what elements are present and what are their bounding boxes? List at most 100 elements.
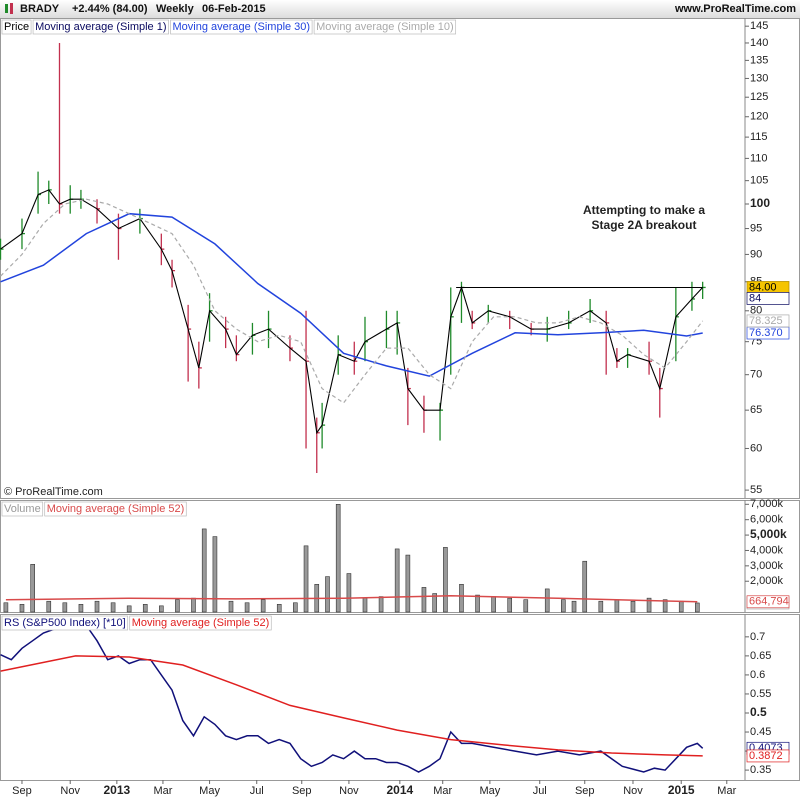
y-tick-label: 7,000k [750,498,784,510]
volume-bar [159,605,164,613]
volume-bar [544,588,550,613]
volume-bar [432,593,437,613]
x-tick-label: 2014 [386,783,413,797]
y-tick-label: 0.6 [750,669,765,681]
volume-bar [142,604,148,613]
volume-bar [346,573,352,613]
volume-bar [614,599,620,613]
last-value-box [746,292,790,305]
volume-bar [475,594,480,613]
volume-bar [30,564,35,613]
legend-entry: Moving average (Simple 52) [132,617,270,629]
y-tick-label: 55 [750,484,762,496]
last-value-label: 0.3872 [749,750,783,762]
last-value-box [746,314,790,328]
volume-bar [561,599,566,613]
y-tick-label: 80 [750,305,762,317]
panel-frame [0,500,800,613]
header-icon [5,4,8,13]
volume-bar [598,600,604,613]
volume-bar [212,536,218,613]
legend-entry: Moving average (Simple 52) [47,503,185,515]
volume-bar [244,602,250,613]
volume-bar [646,597,652,613]
x-tick-label: Mar [717,785,736,797]
volume-bar [405,554,411,613]
volume-bar [303,545,309,613]
series-line [0,655,703,757]
volume-bar [126,605,132,613]
x-tick-label: May [199,785,220,797]
y-tick-label: 0.55 [750,688,771,700]
x-tick-label: Mar [153,785,172,797]
x-tick-label: Jul [533,785,547,797]
y-tick-label: 105 [750,175,768,187]
date: 06-Feb-2015 [202,3,266,15]
legend-box [129,615,272,631]
legend-entry: Moving average (Simple 30) [173,21,311,33]
y-tick-label: 110 [750,152,768,164]
y-tick-label: 130 [750,72,768,84]
legend-box [313,19,457,35]
period: Weekly [156,3,195,15]
volume-bar [523,599,529,613]
y-tick-label: 5,000k [750,527,787,541]
y-tick-label: 3,000k [750,560,784,572]
y-tick-label: 0.35 [750,764,771,776]
volume-bar [362,597,368,613]
y-tick-label: 145 [750,20,768,32]
legend-box [1,501,44,517]
y-tick-label: 0.65 [750,650,771,662]
series-line [0,198,704,404]
volume-bar [201,528,207,613]
y-tick-label: 140 [750,37,768,49]
volume-bar [78,604,84,613]
legend-entry: Moving average (Simple 10) [316,21,454,33]
volume-bar [507,597,513,613]
volume-bar [110,602,116,613]
legend-entry: Price [4,21,29,33]
last-value-box [746,749,790,763]
y-tick-label: 6,000k [750,514,784,526]
y-tick-label: 100 [750,196,770,210]
volume-bar [293,602,298,613]
x-tick-label: Mar [433,785,452,797]
legend-box [170,19,313,35]
volume-bar [694,602,700,613]
volume-bar [582,560,588,613]
volume-bar [62,602,68,613]
last-value-label: 76.370 [749,327,783,339]
site: www.ProRealTime.com [674,3,796,15]
y-tick-label: 125 [750,91,768,103]
y-tick-label: 0.45 [750,726,771,738]
series-line [5,595,698,603]
legend-box [1,615,129,631]
volume-bar [94,600,100,613]
change: +2.44% (84.00) [72,3,148,15]
volume-bar [175,599,180,613]
y-tick-label: 90 [750,248,762,260]
volume-bar [443,547,448,613]
volume-bar [3,602,9,613]
x-tick-label: Nov [623,785,643,797]
copyright: © ProRealTime.com [4,486,103,498]
y-tick-label: 115 [750,131,768,143]
x-tick-label: 2015 [668,783,695,797]
x-tick-label: Jul [250,785,264,797]
volume-bar [19,604,25,613]
legend-entry: RS (S&P500 Index) [*10] [4,617,126,629]
y-tick-label: 2,000k [750,575,784,587]
x-tick-label: Nov [339,785,359,797]
legend-box [32,19,169,35]
y-tick-label: 120 [750,111,768,123]
last-value-label: 84 [749,292,761,304]
volume-bar [491,596,496,613]
close-line [0,189,704,435]
volume-bar [630,600,636,613]
header-bar [0,0,800,18]
volume-bar [421,587,427,613]
last-value-label: 84.00 [749,281,777,293]
x-tick-label: Sep [575,785,595,797]
y-tick-label: 60 [750,442,762,454]
